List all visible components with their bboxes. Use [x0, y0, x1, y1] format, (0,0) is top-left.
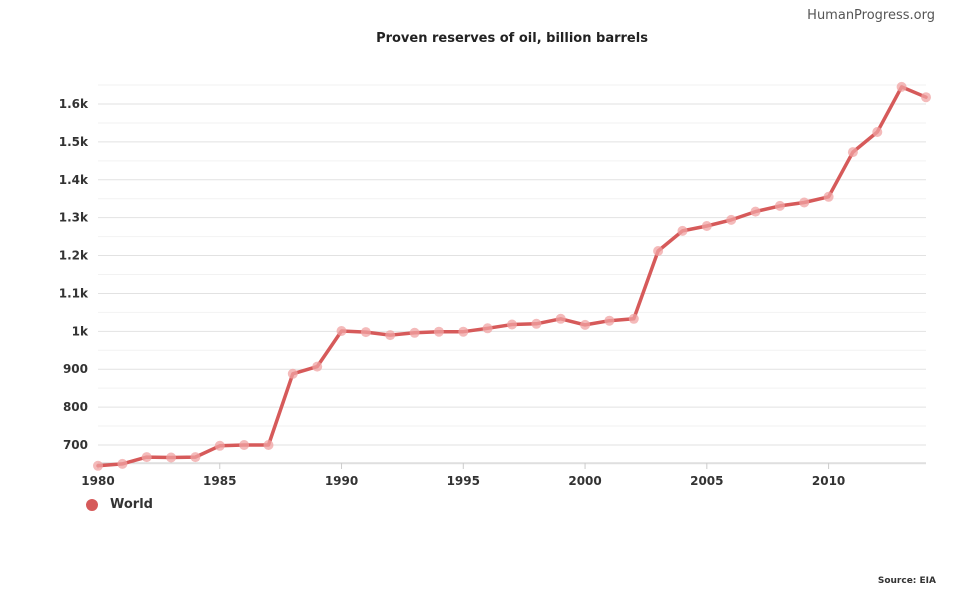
data-point[interactable] — [750, 206, 761, 217]
y-tick-label: 900 — [63, 362, 88, 376]
brand-watermark: HumanProgress.org — [807, 8, 935, 23]
x-tick-label: 2010 — [812, 474, 845, 488]
data-point[interactable] — [482, 323, 493, 334]
data-point[interactable] — [823, 191, 834, 202]
data-point[interactable] — [93, 460, 103, 471]
legend-label-world: World — [110, 497, 153, 512]
y-axis: 700 800 900 1k 1.1k 1.2k 1.3k 1.4k 1.5k 1.6k — [59, 97, 89, 452]
data-point[interactable] — [555, 313, 566, 324]
data-point[interactable] — [263, 440, 274, 450]
data-point[interactable] — [312, 361, 323, 372]
y-tick-label: 1.4k — [59, 173, 89, 187]
data-point[interactable] — [239, 440, 250, 450]
data-point[interactable] — [872, 127, 883, 137]
data-point[interactable] — [921, 92, 931, 103]
data-point[interactable] — [774, 200, 785, 211]
data-point[interactable] — [336, 326, 347, 336]
data-point[interactable] — [531, 318, 542, 329]
x-tick-label: 1980 — [81, 474, 114, 488]
data-point[interactable] — [117, 458, 128, 469]
y-tick-label: 1.1k — [59, 286, 89, 300]
data-point[interactable] — [433, 326, 444, 337]
grid-layer — [98, 84, 926, 465]
data-point[interactable] — [409, 327, 420, 338]
data-point[interactable] — [701, 221, 712, 231]
data-point[interactable] — [141, 452, 152, 463]
data-point[interactable] — [287, 368, 298, 379]
y-tick-label: 700 — [63, 438, 88, 452]
data-point[interactable] — [360, 327, 371, 338]
y-tick-label: 1k — [72, 324, 89, 338]
data-point[interactable] — [214, 440, 225, 451]
y-tick-label: 800 — [63, 400, 88, 414]
data-point[interactable] — [726, 214, 737, 225]
y-tick-label: 1.2k — [59, 249, 89, 263]
data-point[interactable] — [458, 326, 469, 337]
data-point[interactable] — [653, 246, 664, 256]
series-line-world — [96, 85, 928, 468]
data-point[interactable] — [677, 225, 688, 236]
series-layer — [93, 81, 931, 471]
data-point[interactable] — [604, 315, 615, 326]
x-axis: 1980 1985 1990 1995 2000 2005 2010 — [81, 462, 926, 488]
y-tick-label: 1.6k — [59, 97, 89, 111]
data-point[interactable] — [190, 452, 201, 463]
data-point[interactable] — [847, 147, 858, 158]
x-tick-label: 2000 — [568, 474, 601, 488]
data-point[interactable] — [166, 452, 177, 463]
x-tick-label: 2005 — [690, 474, 723, 488]
legend-swatch-world — [86, 498, 98, 511]
legend[interactable]: World — [86, 497, 153, 512]
data-point[interactable] — [799, 197, 810, 208]
x-tick-label: 1990 — [325, 474, 358, 488]
data-point[interactable] — [385, 330, 396, 341]
source-note: Source: EIA — [877, 576, 936, 586]
data-point[interactable] — [628, 313, 639, 324]
data-point[interactable] — [896, 81, 907, 92]
chart-title: Proven reserves of oil, billion barrels — [376, 31, 648, 46]
data-point[interactable] — [580, 319, 591, 330]
y-tick-label: 1.5k — [59, 135, 89, 149]
data-point[interactable] — [507, 319, 517, 330]
x-tick-label: 1995 — [447, 474, 480, 488]
y-tick-label: 1.3k — [59, 211, 89, 225]
x-tick-label: 1985 — [203, 474, 236, 488]
